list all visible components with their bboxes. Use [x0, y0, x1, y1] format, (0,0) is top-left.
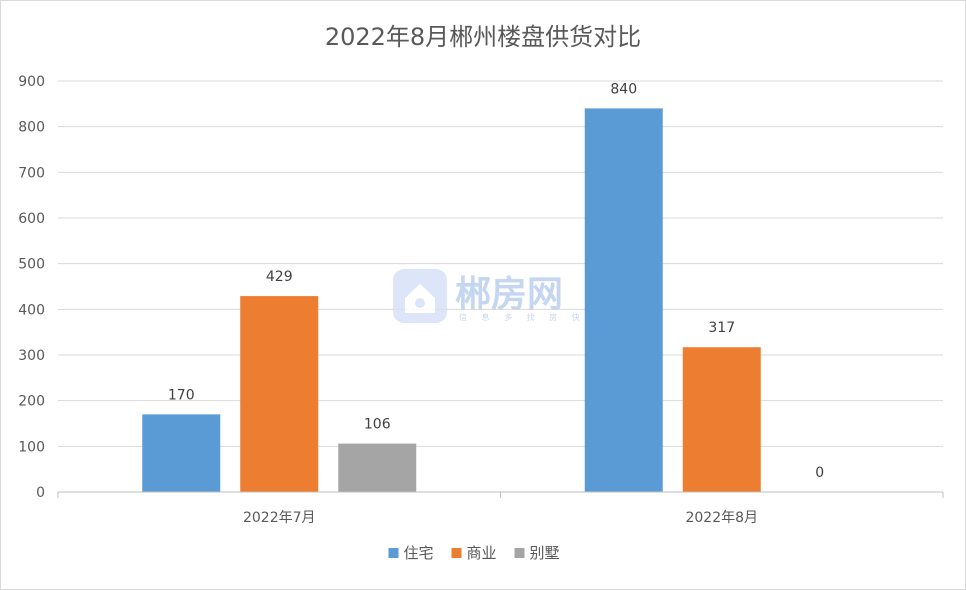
legend-swatch: [388, 548, 399, 558]
bars: [142, 108, 761, 493]
y-tick-label: 0: [36, 485, 45, 501]
data-label: 840: [610, 81, 637, 97]
data-labels: 170 429 106 840 317 0: [168, 81, 824, 481]
house-logo-dot: [415, 298, 425, 308]
y-tick-label: 900: [18, 74, 45, 90]
bar: [240, 296, 319, 492]
bar: [682, 347, 761, 492]
data-label: 317: [708, 320, 735, 336]
legend-label: 别墅: [530, 544, 560, 562]
y-tick-label: 700: [18, 165, 45, 181]
watermark: 郴房网 信 息 多 找 房 快: [393, 269, 586, 323]
chart-title: 2022年8月郴州楼盘供货对比: [325, 23, 641, 51]
watermark-subtext: 信 息 多 找 房 快: [459, 312, 586, 322]
watermark-text: 郴房网: [455, 274, 563, 315]
legend-label: 商业: [467, 544, 497, 562]
bar: [338, 443, 417, 492]
legend-swatch: [514, 548, 525, 558]
legend-label: 住宅: [404, 544, 434, 562]
data-label: 0: [815, 465, 824, 481]
y-tick-label: 100: [18, 439, 45, 455]
data-label: 106: [364, 417, 391, 433]
y-tick-label: 800: [18, 120, 45, 136]
y-tick-label: 500: [18, 257, 45, 273]
data-label: 170: [168, 387, 195, 403]
data-label: 429: [266, 269, 293, 285]
bar: [142, 414, 221, 492]
legend-swatch: [451, 548, 462, 558]
gridlines: [57, 80, 944, 498]
y-tick-label: 400: [18, 302, 45, 318]
y-tick-label: 200: [18, 394, 45, 410]
x-category-label: 2022年7月: [243, 510, 316, 526]
legend: 住宅 商业 别墅: [388, 544, 560, 562]
y-tick-label: 600: [18, 211, 45, 227]
bar: [584, 108, 663, 493]
x-axis-category-labels: 2022年7月 2022年8月: [243, 510, 758, 526]
x-category-label: 2022年8月: [685, 510, 758, 526]
y-tick-label: 300: [18, 348, 45, 364]
y-axis-tick-labels: 0 100 200 300 400 500 600 700 800 900: [18, 74, 45, 501]
